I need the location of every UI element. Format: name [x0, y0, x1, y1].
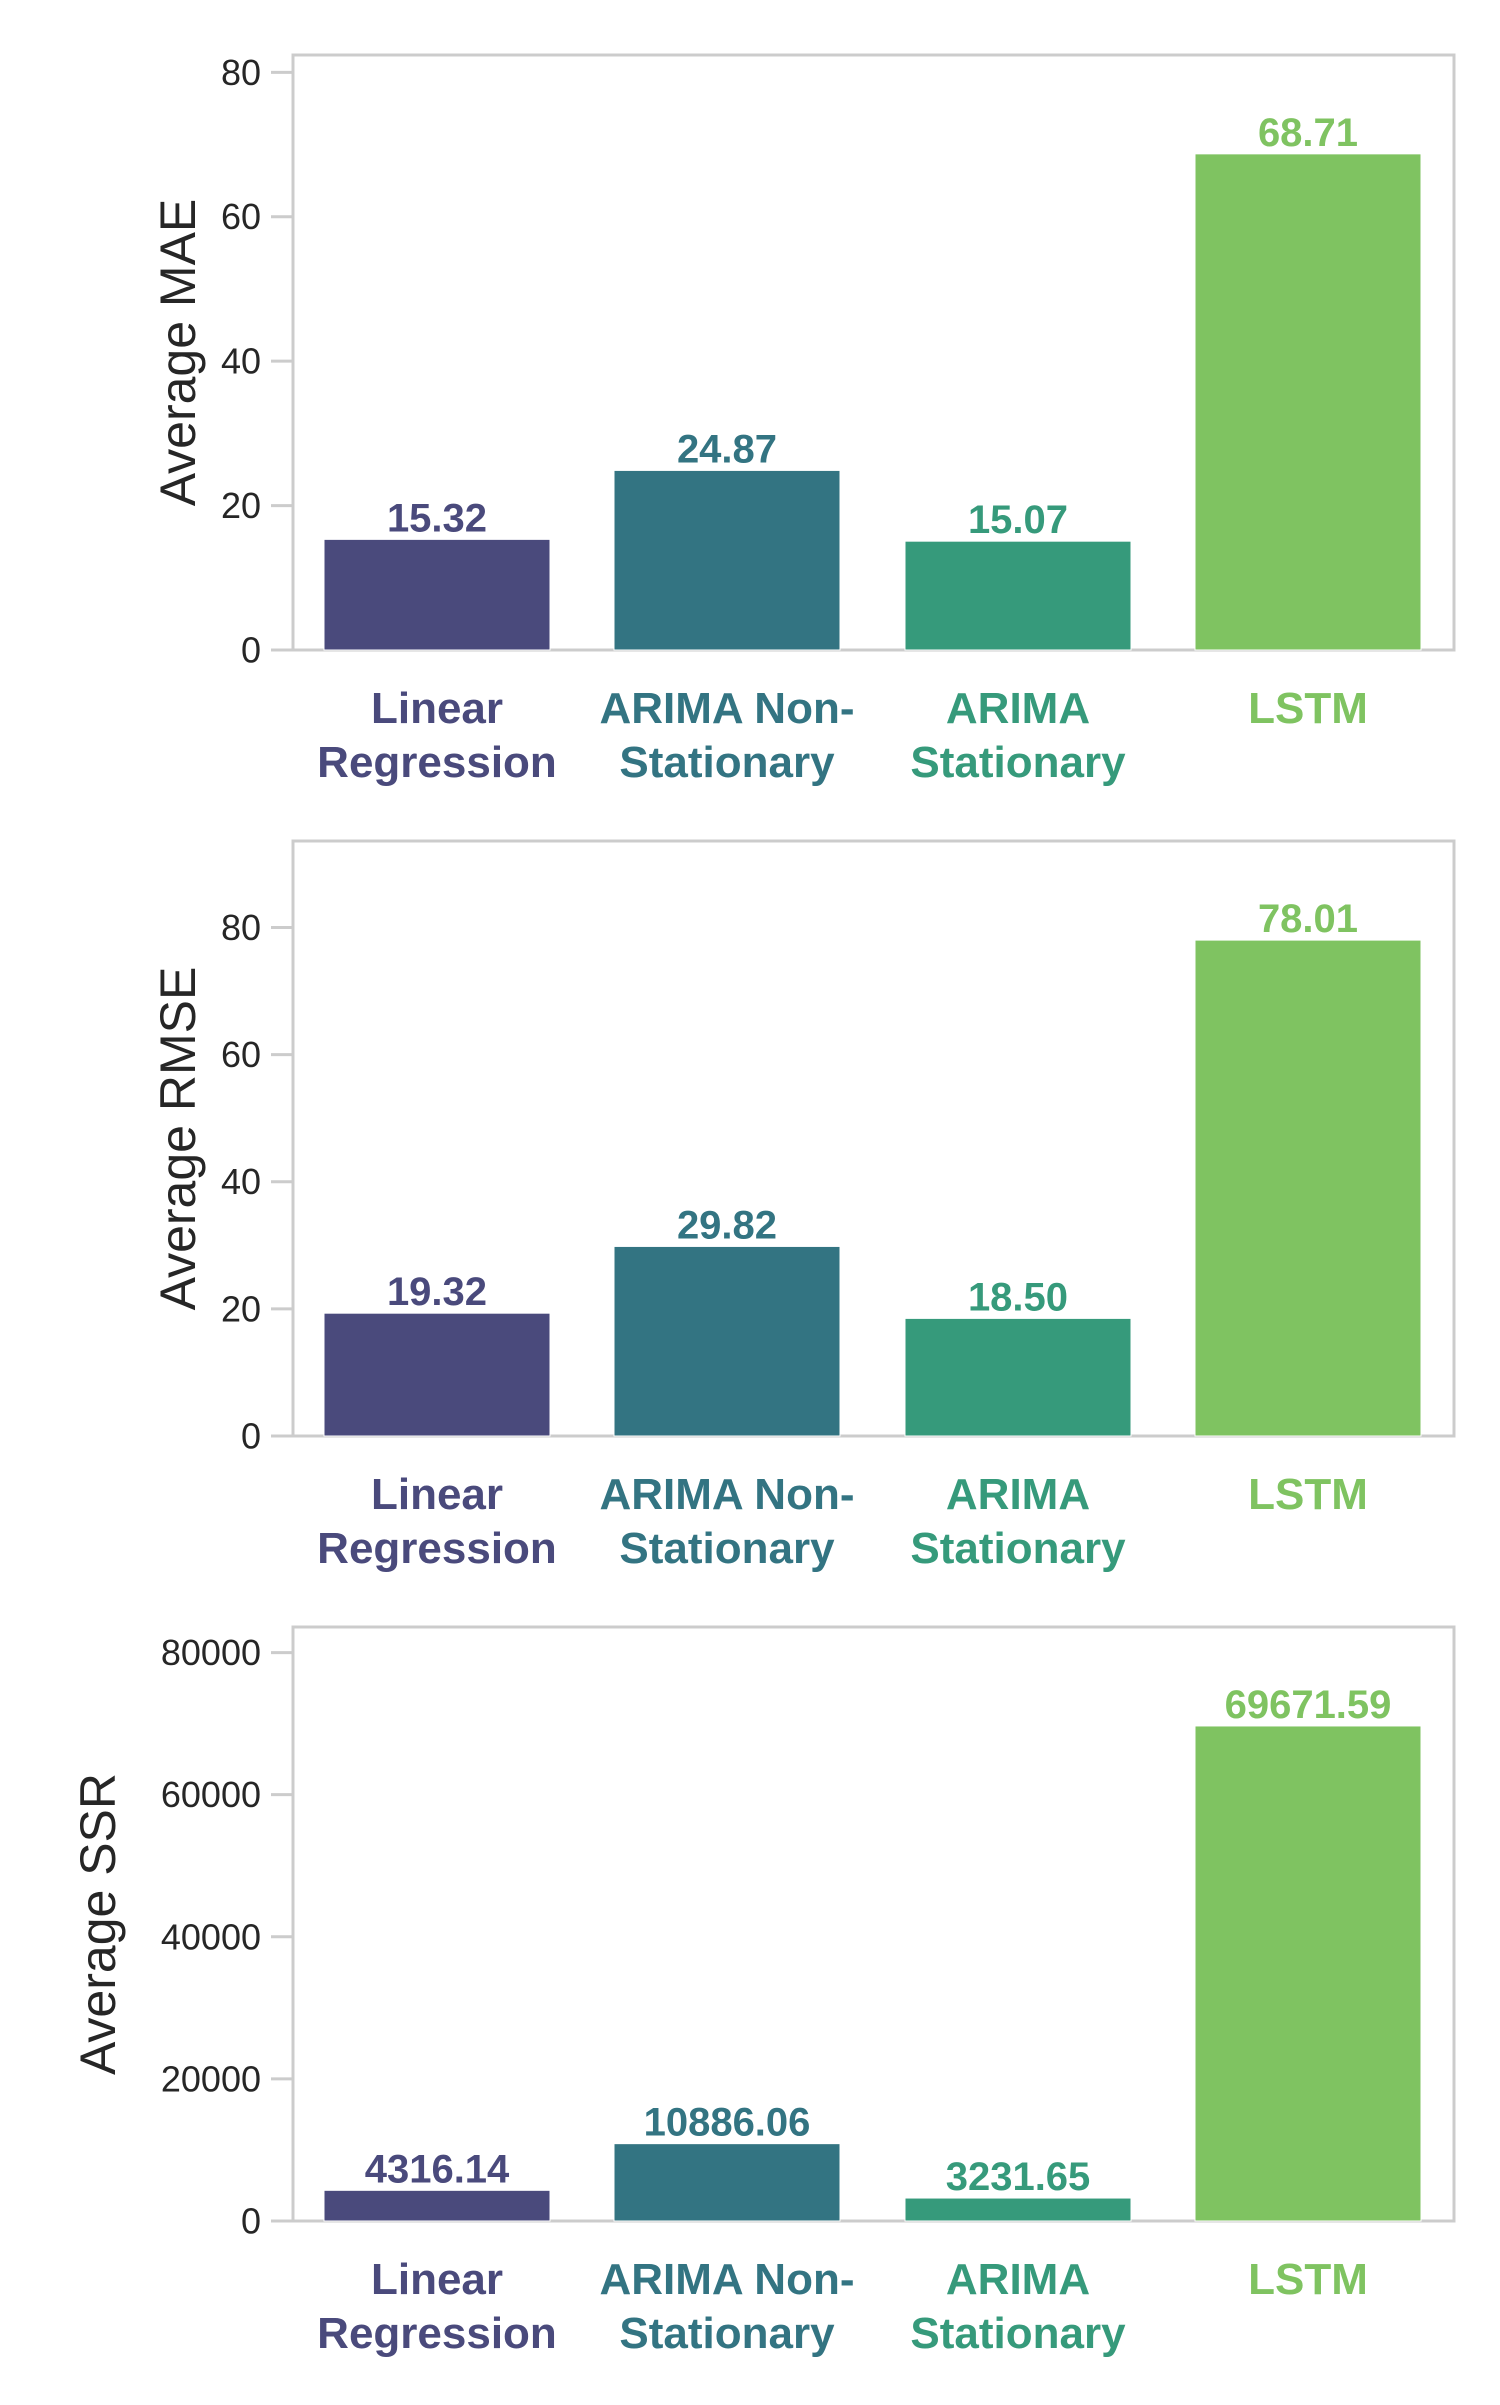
bar-value-label: 19.32 [387, 1270, 487, 1314]
x-tick-label: Stationary [619, 2309, 835, 2358]
x-tick-label: ARIMA Non- [600, 2255, 855, 2304]
bar [904, 1317, 1132, 1437]
bar [613, 469, 841, 651]
y-tick-label: 0 [241, 630, 261, 671]
x-tick-label: Stationary [619, 1524, 835, 1573]
x-tick-label: Regression [317, 738, 557, 787]
x-tick-label: Regression [317, 1524, 557, 1573]
y-tick-label: 0 [241, 2201, 261, 2242]
y-tick-label: 80000 [161, 1632, 261, 1673]
bar-value-label: 69671.59 [1225, 1683, 1392, 1727]
x-tick-label: ARIMA Non- [600, 684, 855, 733]
bar [323, 538, 551, 651]
bar-value-label: 68.71 [1258, 111, 1358, 155]
bar [1194, 153, 1422, 651]
x-tick-label: Linear [371, 1470, 503, 1519]
x-tick-label: Stationary [910, 1524, 1126, 1573]
y-axis-label-1: Average MAE [150, 199, 206, 507]
y-tick-label: 20000 [161, 2058, 261, 2099]
x-tick-label: ARIMA Non- [600, 1470, 855, 1519]
x-tick-label: ARIMA [946, 2255, 1090, 2304]
bar [613, 1245, 841, 1437]
x-tick-label: Stationary [910, 2309, 1126, 2358]
y-tick-label: 0 [241, 1416, 261, 1457]
x-tick-label: Regression [317, 2309, 557, 2358]
bar [904, 2197, 1132, 2222]
bar-value-label: 78.01 [1258, 897, 1358, 941]
y-tick-label: 40000 [161, 1916, 261, 1957]
plot-frame-2 [291, 839, 1456, 1438]
bar-value-label: 10886.06 [644, 2101, 811, 2145]
y-tick-label: 80 [221, 52, 261, 93]
bar [323, 1312, 551, 1437]
x-tick-label: Stationary [619, 738, 835, 787]
bar-value-label: 18.50 [968, 1275, 1068, 1319]
y-tick-label: 40 [221, 1161, 261, 1202]
bar-value-label: 4316.14 [365, 2147, 510, 2191]
x-tick-label: LSTM [1248, 2255, 1368, 2304]
y-tick-label: 60000 [161, 1774, 261, 1815]
y-tick-label: 60 [221, 1034, 261, 1075]
x-tick-label: LSTM [1248, 1470, 1368, 1519]
y-axis-label-3: Average SSR [70, 1773, 126, 2075]
bar [1194, 1725, 1422, 2222]
bar-value-label: 3231.65 [946, 2155, 1091, 2199]
bar-value-label: 15.32 [387, 496, 487, 540]
x-tick-label: ARIMA [946, 1470, 1090, 1519]
y-tick-label: 60 [221, 196, 261, 237]
y-tick-label: 20 [221, 485, 261, 526]
plot-frame-1 [291, 53, 1456, 652]
bar-value-label: 15.07 [968, 498, 1068, 542]
plot-frame-3 [291, 1625, 1456, 2223]
bar-value-label: 24.87 [677, 427, 777, 471]
x-tick-label: Stationary [910, 738, 1126, 787]
x-tick-label: Linear [371, 2255, 503, 2304]
bar-value-label: 29.82 [677, 1203, 777, 1247]
bar [1194, 939, 1422, 1437]
bar [323, 2189, 551, 2222]
x-tick-label: LSTM [1248, 684, 1368, 733]
x-tick-label: Linear [371, 684, 503, 733]
y-tick-label: 20 [221, 1288, 261, 1329]
bar [904, 540, 1132, 651]
y-tick-label: 40 [221, 341, 261, 382]
y-axis-label-2: Average RMSE [150, 967, 206, 1311]
y-tick-label: 80 [221, 907, 261, 948]
x-tick-label: ARIMA [946, 684, 1090, 733]
bar [613, 2143, 841, 2222]
